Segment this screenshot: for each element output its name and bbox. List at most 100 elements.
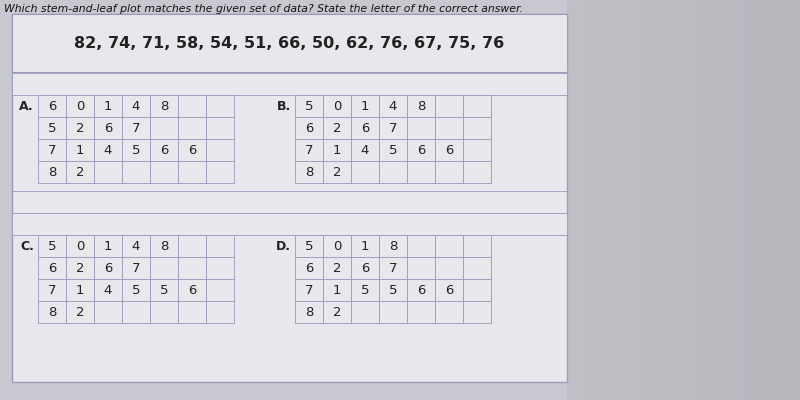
Bar [94, 235, 122, 257]
Bar [206, 117, 234, 139]
Bar [698, 0, 700, 400]
Bar [379, 301, 407, 323]
Text: 4: 4 [104, 144, 112, 156]
Text: 6: 6 [445, 144, 453, 156]
Bar [642, 0, 644, 400]
Text: B.: B. [277, 100, 291, 112]
Bar [795, 0, 798, 400]
Bar [12, 213, 567, 235]
Text: 4: 4 [132, 100, 140, 112]
Bar [122, 257, 150, 279]
Bar [798, 0, 800, 400]
Bar [784, 0, 786, 400]
Bar [323, 257, 351, 279]
Bar [767, 0, 770, 400]
Bar [588, 0, 590, 400]
Bar [435, 161, 463, 183]
Text: 8: 8 [305, 306, 313, 318]
Bar [407, 279, 435, 301]
Bar [637, 0, 639, 400]
Text: 0: 0 [76, 100, 84, 112]
Bar [94, 95, 122, 117]
Bar [122, 139, 150, 161]
Bar [66, 161, 94, 183]
Bar [407, 95, 435, 117]
Bar [94, 161, 122, 183]
Text: 8: 8 [417, 100, 425, 112]
Text: 2: 2 [76, 166, 84, 178]
Text: 1: 1 [76, 284, 84, 296]
Bar [718, 0, 721, 400]
Bar [178, 139, 206, 161]
Bar [693, 0, 695, 400]
Bar [570, 0, 572, 400]
Bar [150, 161, 178, 183]
Bar [737, 0, 739, 400]
Bar [744, 0, 746, 400]
Text: 6: 6 [188, 144, 196, 156]
Bar [379, 161, 407, 183]
Bar [351, 95, 379, 117]
Bar [700, 0, 702, 400]
Text: 0: 0 [333, 240, 341, 252]
Bar [435, 139, 463, 161]
Bar [665, 0, 667, 400]
Bar [733, 0, 734, 400]
Bar [38, 235, 66, 257]
Text: 1: 1 [333, 144, 342, 156]
Text: 6: 6 [417, 144, 425, 156]
Bar [593, 0, 595, 400]
Bar [463, 279, 491, 301]
Bar [662, 0, 665, 400]
Text: 8: 8 [389, 240, 397, 252]
Bar [623, 0, 626, 400]
Bar [754, 0, 756, 400]
Text: 4: 4 [104, 284, 112, 296]
Text: 8: 8 [48, 306, 56, 318]
Text: 7: 7 [132, 262, 140, 274]
Bar [351, 301, 379, 323]
Bar [94, 117, 122, 139]
Bar [602, 0, 604, 400]
Bar [463, 257, 491, 279]
Bar [779, 0, 782, 400]
Bar [626, 0, 627, 400]
Bar [66, 257, 94, 279]
Text: 5: 5 [389, 144, 398, 156]
Bar [790, 0, 793, 400]
Bar [782, 0, 784, 400]
Bar [690, 0, 693, 400]
Bar [323, 139, 351, 161]
Text: 82, 74, 71, 58, 54, 51, 66, 50, 62, 76, 67, 75, 76: 82, 74, 71, 58, 54, 51, 66, 50, 62, 76, … [74, 36, 505, 50]
Bar [295, 161, 323, 183]
Bar [765, 0, 767, 400]
Bar [206, 235, 234, 257]
Text: 6: 6 [361, 262, 369, 274]
Bar [178, 161, 206, 183]
Text: 1: 1 [361, 240, 370, 252]
Bar [323, 235, 351, 257]
Bar [728, 0, 730, 400]
Text: 7: 7 [305, 284, 314, 296]
Bar [323, 95, 351, 117]
Text: 2: 2 [76, 262, 84, 274]
Text: 5: 5 [361, 284, 370, 296]
Bar [590, 0, 593, 400]
Bar [295, 95, 323, 117]
Bar [295, 301, 323, 323]
Bar [435, 235, 463, 257]
Bar [351, 257, 379, 279]
Bar [734, 0, 737, 400]
Bar [295, 235, 323, 257]
Bar [379, 235, 407, 257]
Bar [206, 257, 234, 279]
Text: 2: 2 [333, 262, 342, 274]
Text: 5: 5 [132, 144, 140, 156]
Bar [150, 139, 178, 161]
Bar [606, 0, 609, 400]
Text: 4: 4 [361, 144, 369, 156]
Bar [323, 301, 351, 323]
Text: 5: 5 [48, 122, 56, 134]
Text: 7: 7 [48, 284, 56, 296]
Bar [351, 235, 379, 257]
